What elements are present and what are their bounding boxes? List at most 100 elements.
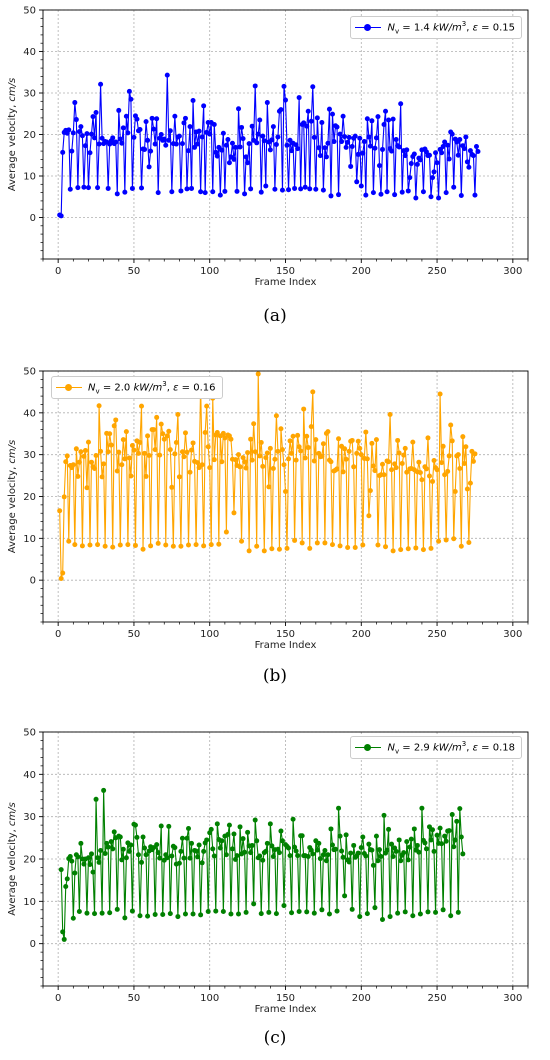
data-point [410, 439, 416, 445]
data-point [231, 156, 237, 162]
x-axis-label: Frame Index [255, 277, 317, 288]
data-point [442, 139, 448, 145]
data-point [229, 846, 235, 852]
data-point [169, 853, 175, 859]
data-point [458, 543, 464, 549]
data-point [186, 542, 191, 548]
data-point [407, 175, 413, 181]
data-point [313, 437, 319, 443]
data-point [440, 443, 446, 449]
data-point [179, 449, 185, 455]
data-point [119, 462, 125, 468]
data-point [187, 855, 193, 861]
data-point [310, 84, 316, 90]
data-point [428, 194, 434, 200]
data-point [355, 850, 361, 856]
data-point [208, 826, 214, 832]
data-point [181, 454, 187, 460]
data-point [237, 824, 243, 830]
data-point [211, 457, 217, 463]
data-point [328, 826, 334, 832]
data-point [239, 538, 245, 544]
data-point [251, 421, 257, 427]
data-point [219, 838, 225, 844]
data-point [273, 141, 279, 147]
data-point [240, 455, 246, 461]
data-point [451, 184, 457, 190]
data-point [57, 508, 63, 514]
data-point [455, 152, 461, 158]
data-point [161, 436, 167, 442]
data-point [217, 845, 223, 851]
data-point [93, 110, 99, 116]
data-point [273, 413, 279, 419]
data-point [457, 806, 463, 812]
data-point [117, 136, 123, 142]
data-point [145, 137, 151, 143]
data-point [336, 192, 342, 198]
data-point [410, 913, 416, 919]
data-point [461, 460, 467, 466]
data-point [58, 575, 64, 581]
data-point [431, 848, 437, 854]
data-point [63, 459, 69, 465]
y-axis-label: Average velocity, cm/s [7, 440, 18, 554]
data-point [252, 817, 258, 823]
y-tick-label: 30 [23, 89, 36, 100]
data-point [296, 95, 302, 101]
data-point [351, 464, 357, 470]
data-point [275, 134, 281, 140]
data-point [110, 135, 116, 141]
data-point [375, 858, 381, 864]
series-markers [58, 787, 466, 942]
data-point [210, 189, 216, 195]
data-point [263, 848, 269, 854]
data-point [279, 187, 285, 193]
data-point [202, 190, 208, 196]
data-point [426, 152, 432, 158]
data-point [320, 441, 326, 447]
data-point [345, 139, 351, 145]
legend-label: Nv = 2.9 kW/m3, ε = 0.18 [387, 740, 515, 756]
data-point [196, 128, 202, 134]
data-point [231, 831, 237, 837]
data-point [198, 189, 204, 195]
data-point [376, 163, 382, 169]
data-point [292, 537, 298, 543]
data-point [126, 88, 132, 94]
data-point [214, 821, 220, 827]
plot-frame [42, 370, 529, 623]
data-point [372, 905, 378, 911]
data-point [114, 191, 120, 197]
data-point [458, 193, 464, 199]
data-point [343, 832, 349, 838]
data-point [220, 130, 226, 136]
data-point [142, 450, 148, 456]
data-point [360, 542, 366, 548]
data-point [223, 142, 229, 148]
data-point [120, 846, 126, 852]
data-point [395, 910, 401, 916]
data-point [270, 465, 276, 471]
y-tick-label: 50 [23, 6, 36, 17]
data-point [448, 422, 454, 428]
data-point [243, 154, 249, 160]
data-point [172, 845, 178, 851]
data-point [381, 122, 387, 128]
data-point [98, 81, 104, 87]
data-point [178, 188, 184, 194]
data-point [455, 909, 461, 915]
data-point [299, 833, 305, 839]
data-point [393, 848, 399, 854]
data-point [155, 540, 161, 546]
data-point [232, 856, 238, 862]
data-point [245, 829, 251, 835]
y-tick-label: 50 [23, 728, 36, 739]
data-point [329, 842, 335, 848]
data-point [240, 136, 246, 142]
data-point [213, 908, 219, 914]
data-point [279, 838, 285, 844]
legend: Nv = 2.0 kW/m3, ε = 0.16 [51, 376, 223, 400]
data-point [401, 850, 407, 856]
data-point [251, 901, 257, 907]
